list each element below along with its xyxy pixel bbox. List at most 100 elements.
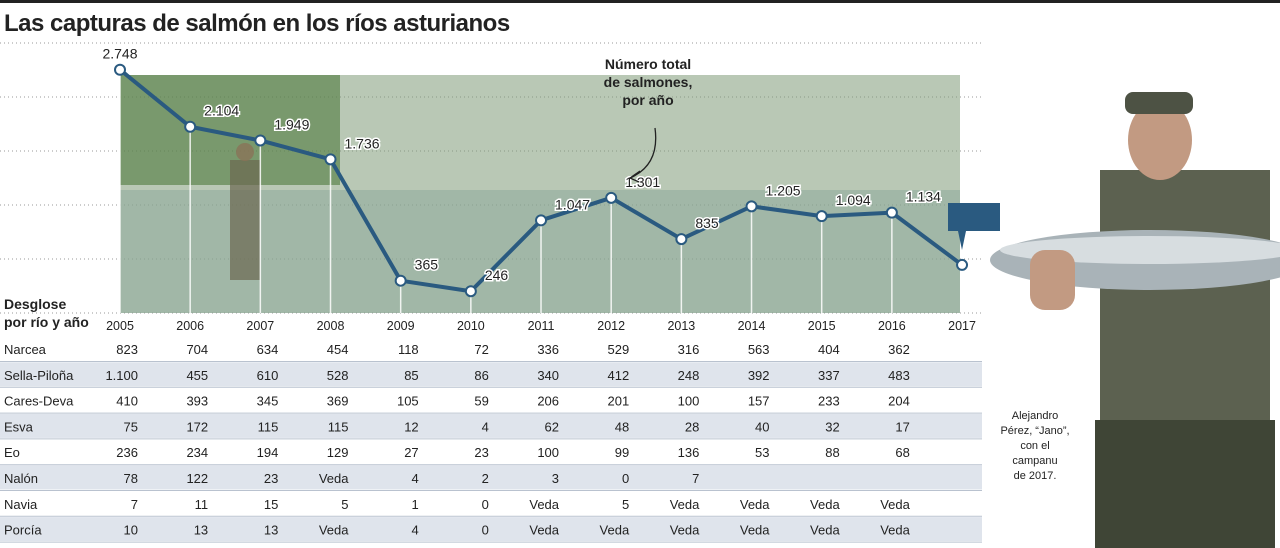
- cell: Veda: [319, 471, 349, 486]
- cell: 316: [678, 342, 700, 357]
- cell: 11: [195, 497, 209, 512]
- cell: 5: [341, 497, 348, 512]
- cell: 100: [537, 445, 559, 460]
- value-label: 365: [415, 257, 439, 273]
- value-label: 1.047: [555, 196, 590, 212]
- cell: 362: [888, 342, 910, 357]
- cell: Veda: [810, 523, 840, 538]
- value-label: 246: [485, 267, 509, 283]
- cell: 62: [545, 419, 559, 434]
- year-label: 2014: [738, 319, 766, 333]
- year-label: 2010: [457, 319, 485, 333]
- point: [675, 233, 688, 246]
- row-name: Esva: [4, 419, 34, 434]
- cell: 5: [622, 497, 629, 512]
- cell: 85: [404, 368, 418, 383]
- top-rule: [0, 0, 1280, 3]
- cell: 157: [748, 394, 770, 409]
- cell: 337: [818, 368, 840, 383]
- cell: 4: [482, 419, 489, 434]
- cell: 7: [131, 497, 138, 512]
- cell: 136: [678, 445, 700, 460]
- caption-line: Pérez, “Jano”,: [1000, 425, 1069, 437]
- year-label: 2012: [597, 319, 625, 333]
- caption-line: campanu: [1012, 455, 1057, 467]
- cell: 129: [327, 445, 349, 460]
- cell: 634: [257, 342, 279, 357]
- row-name: Porcía: [4, 523, 42, 538]
- cell: 86: [474, 368, 488, 383]
- cell: 1: [411, 497, 418, 512]
- point: [464, 285, 477, 298]
- cell: Veda: [880, 497, 910, 512]
- value-label: 2.748: [102, 46, 137, 62]
- point: [254, 134, 267, 147]
- cell: Veda: [740, 497, 770, 512]
- value-label: 1.301: [625, 174, 660, 190]
- cell: Veda: [670, 497, 700, 512]
- caption: Alejandro Pérez, “Jano”, con el campanu de 2…: [1000, 410, 1069, 482]
- cell: 7: [692, 471, 699, 486]
- cell: 0: [622, 471, 629, 486]
- cell: 455: [186, 368, 208, 383]
- cell: 10: [124, 523, 138, 538]
- row-name: Narcea: [4, 342, 47, 357]
- row-stripe: [0, 362, 982, 387]
- cell: 412: [607, 368, 629, 383]
- cell: 3: [552, 471, 559, 486]
- year-label: 2006: [176, 319, 204, 333]
- cell: 483: [888, 368, 910, 383]
- cell: 204: [888, 394, 910, 409]
- annotation: Número total: [605, 56, 691, 72]
- point: [184, 120, 197, 133]
- cell: 115: [328, 419, 349, 434]
- value-box-pointer: [958, 231, 966, 250]
- cell: 115: [258, 419, 279, 434]
- year-label: 2005: [106, 319, 134, 333]
- cell: 105: [397, 394, 419, 409]
- river-photo: [120, 75, 960, 313]
- cell: 610: [257, 368, 279, 383]
- cell: 88: [825, 445, 839, 460]
- cell: 233: [818, 394, 840, 409]
- cell: 100: [678, 394, 700, 409]
- cell: 248: [678, 368, 700, 383]
- point: [535, 214, 548, 227]
- cell: 32: [825, 419, 839, 434]
- cell: 392: [748, 368, 770, 383]
- cell: 72: [474, 342, 488, 357]
- cell: 40: [755, 419, 769, 434]
- year-label: 2013: [667, 319, 695, 333]
- row-name: Cares-Deva: [4, 394, 74, 409]
- row-stripe: [0, 517, 982, 542]
- cell: 529: [607, 342, 629, 357]
- cell: 336: [537, 342, 559, 357]
- annotation: de salmones,: [604, 74, 693, 90]
- cell: 2: [482, 471, 489, 486]
- point: [324, 153, 337, 166]
- cell: 48: [615, 419, 629, 434]
- annotation-arrowhead: [629, 170, 641, 183]
- cell: Veda: [319, 523, 349, 538]
- cell: 4: [411, 523, 418, 538]
- annotation: por año: [622, 92, 673, 108]
- cell: 454: [327, 342, 349, 357]
- caption-line: de 2017.: [1014, 470, 1057, 482]
- value-box: [948, 203, 1000, 231]
- cell: Veda: [529, 523, 559, 538]
- cell: 172: [186, 419, 208, 434]
- point: [956, 258, 969, 271]
- table-header: por río y año: [4, 314, 89, 330]
- year-label: 2011: [528, 319, 555, 333]
- cell: Veda: [880, 523, 910, 538]
- year-label: 2016: [878, 319, 906, 333]
- year-label: 2008: [317, 319, 345, 333]
- cell: 12: [404, 419, 418, 434]
- row-name: Navia: [4, 497, 38, 512]
- cell: 393: [186, 394, 208, 409]
- cell: 23: [474, 445, 488, 460]
- table-header: Desglose: [4, 296, 66, 312]
- cell: 704: [186, 342, 208, 357]
- cell: 340: [537, 368, 559, 383]
- chart-title: Las capturas de salmón en los ríos astur…: [4, 10, 510, 37]
